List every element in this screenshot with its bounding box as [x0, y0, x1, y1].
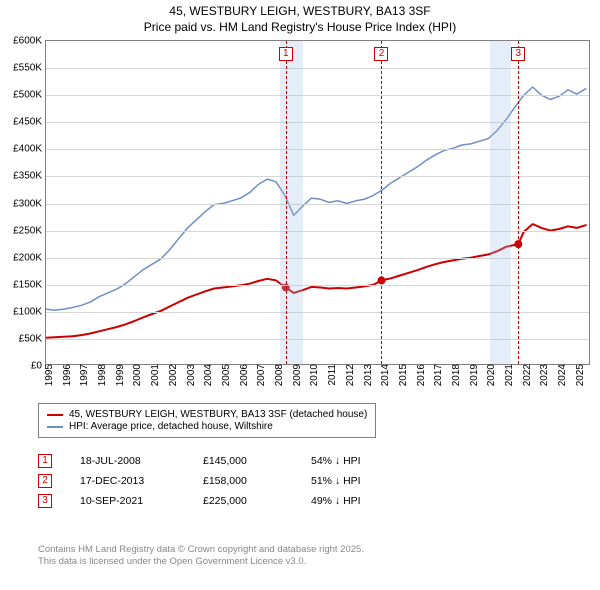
event-price: £145,000 — [203, 455, 283, 467]
legend-item: HPI: Average price, detached house, Wilt… — [47, 421, 367, 432]
y-tick-label: £150K — [13, 279, 46, 290]
x-tick-label: 2008 — [272, 364, 285, 386]
event-date: 17-DEC-2013 — [80, 475, 175, 487]
x-tick-label: 2016 — [414, 364, 427, 386]
footer-line2: This data is licensed under the Open Gov… — [38, 556, 364, 568]
x-tick-label: 1997 — [77, 364, 90, 386]
attribution-footer: Contains HM Land Registry data © Crown c… — [38, 544, 364, 569]
chart-title: 45, WESTBURY LEIGH, WESTBURY, BA13 3SF P… — [0, 0, 600, 35]
y-tick-label: £500K — [13, 90, 46, 101]
y-tick-label: £550K — [13, 63, 46, 74]
x-tick-label: 2021 — [502, 364, 515, 386]
legend-swatch — [47, 414, 63, 416]
x-tick-label: 1995 — [42, 364, 55, 386]
event-vline — [518, 41, 519, 364]
x-tick-label: 2019 — [467, 364, 480, 386]
x-tick-label: 2003 — [184, 364, 197, 386]
event-number-box: 2 — [38, 474, 52, 488]
event-marker-2: 2 — [374, 47, 388, 61]
x-tick-label: 2007 — [254, 364, 267, 386]
event-delta: 54% ↓ HPI — [311, 455, 361, 467]
y-tick-label: £50K — [19, 333, 46, 344]
x-tick-label: 2020 — [484, 364, 497, 386]
y-tick-label: £200K — [13, 252, 46, 263]
legend-label: 45, WESTBURY LEIGH, WESTBURY, BA13 3SF (… — [69, 409, 367, 420]
event-delta: 49% ↓ HPI — [311, 495, 361, 507]
x-tick-label: 2024 — [555, 364, 568, 386]
y-tick-label: £250K — [13, 225, 46, 236]
recession-band — [280, 41, 303, 364]
x-tick-label: 1999 — [113, 364, 126, 386]
legend-label: HPI: Average price, detached house, Wilt… — [69, 421, 273, 432]
x-tick-label: 2006 — [237, 364, 250, 386]
title-line1: 45, WESTBURY LEIGH, WESTBURY, BA13 3SF — [0, 4, 600, 20]
x-tick-label: 2004 — [201, 364, 214, 386]
legend-item: 45, WESTBURY LEIGH, WESTBURY, BA13 3SF (… — [47, 409, 367, 420]
x-tick-label: 2018 — [449, 364, 462, 386]
x-tick-label: 2023 — [537, 364, 550, 386]
x-tick-label: 2025 — [573, 364, 586, 386]
x-tick-label: 2000 — [130, 364, 143, 386]
x-tick-label: 2022 — [520, 364, 533, 386]
x-tick-label: 1998 — [95, 364, 108, 386]
x-tick-label: 2001 — [148, 364, 161, 386]
x-tick-label: 2011 — [325, 364, 338, 386]
event-vline — [286, 41, 287, 364]
chart-legend: 45, WESTBURY LEIGH, WESTBURY, BA13 3SF (… — [38, 403, 376, 438]
event-row: 2 17-DEC-2013 £158,000 51% ↓ HPI — [38, 474, 361, 488]
x-tick-label: 2010 — [307, 364, 320, 386]
y-tick-label: £350K — [13, 171, 46, 182]
x-tick-label: 2002 — [166, 364, 179, 386]
x-tick-label: 2017 — [431, 364, 444, 386]
event-price: £158,000 — [203, 475, 283, 487]
x-tick-label: 2014 — [378, 364, 391, 386]
event-number-box: 1 — [38, 454, 52, 468]
event-price: £225,000 — [203, 495, 283, 507]
y-tick-label: £300K — [13, 198, 46, 209]
title-line2: Price paid vs. HM Land Registry's House … — [0, 20, 600, 36]
event-vline — [381, 41, 382, 364]
x-tick-label: 2012 — [343, 364, 356, 386]
event-date: 18-JUL-2008 — [80, 455, 175, 467]
event-table: 1 18-JUL-2008 £145,000 54% ↓ HPI 2 17-DEC-201… — [38, 448, 361, 514]
chart-plot-area: £0£50K£100K£150K£200K£250K£300K£350K£400… — [45, 40, 590, 365]
recession-band — [490, 41, 512, 364]
event-row: 1 18-JUL-2008 £145,000 54% ↓ HPI — [38, 454, 361, 468]
x-tick-label: 1996 — [60, 364, 73, 386]
x-tick-label: 2013 — [361, 364, 374, 386]
event-delta: 51% ↓ HPI — [311, 475, 361, 487]
event-marker-3: 3 — [511, 47, 525, 61]
event-row: 3 10-SEP-2021 £225,000 49% ↓ HPI — [38, 494, 361, 508]
event-date: 10-SEP-2021 — [80, 495, 175, 507]
x-tick-label: 2015 — [396, 364, 409, 386]
y-tick-label: £450K — [13, 117, 46, 128]
x-tick-label: 2005 — [219, 364, 232, 386]
event-number-box: 3 — [38, 494, 52, 508]
legend-swatch — [47, 426, 63, 428]
x-tick-label: 2009 — [290, 364, 303, 386]
y-tick-label: £100K — [13, 306, 46, 317]
footer-line1: Contains HM Land Registry data © Crown c… — [38, 544, 364, 556]
event-marker-1: 1 — [279, 47, 293, 61]
y-tick-label: £400K — [13, 144, 46, 155]
y-tick-label: £600K — [13, 36, 46, 47]
